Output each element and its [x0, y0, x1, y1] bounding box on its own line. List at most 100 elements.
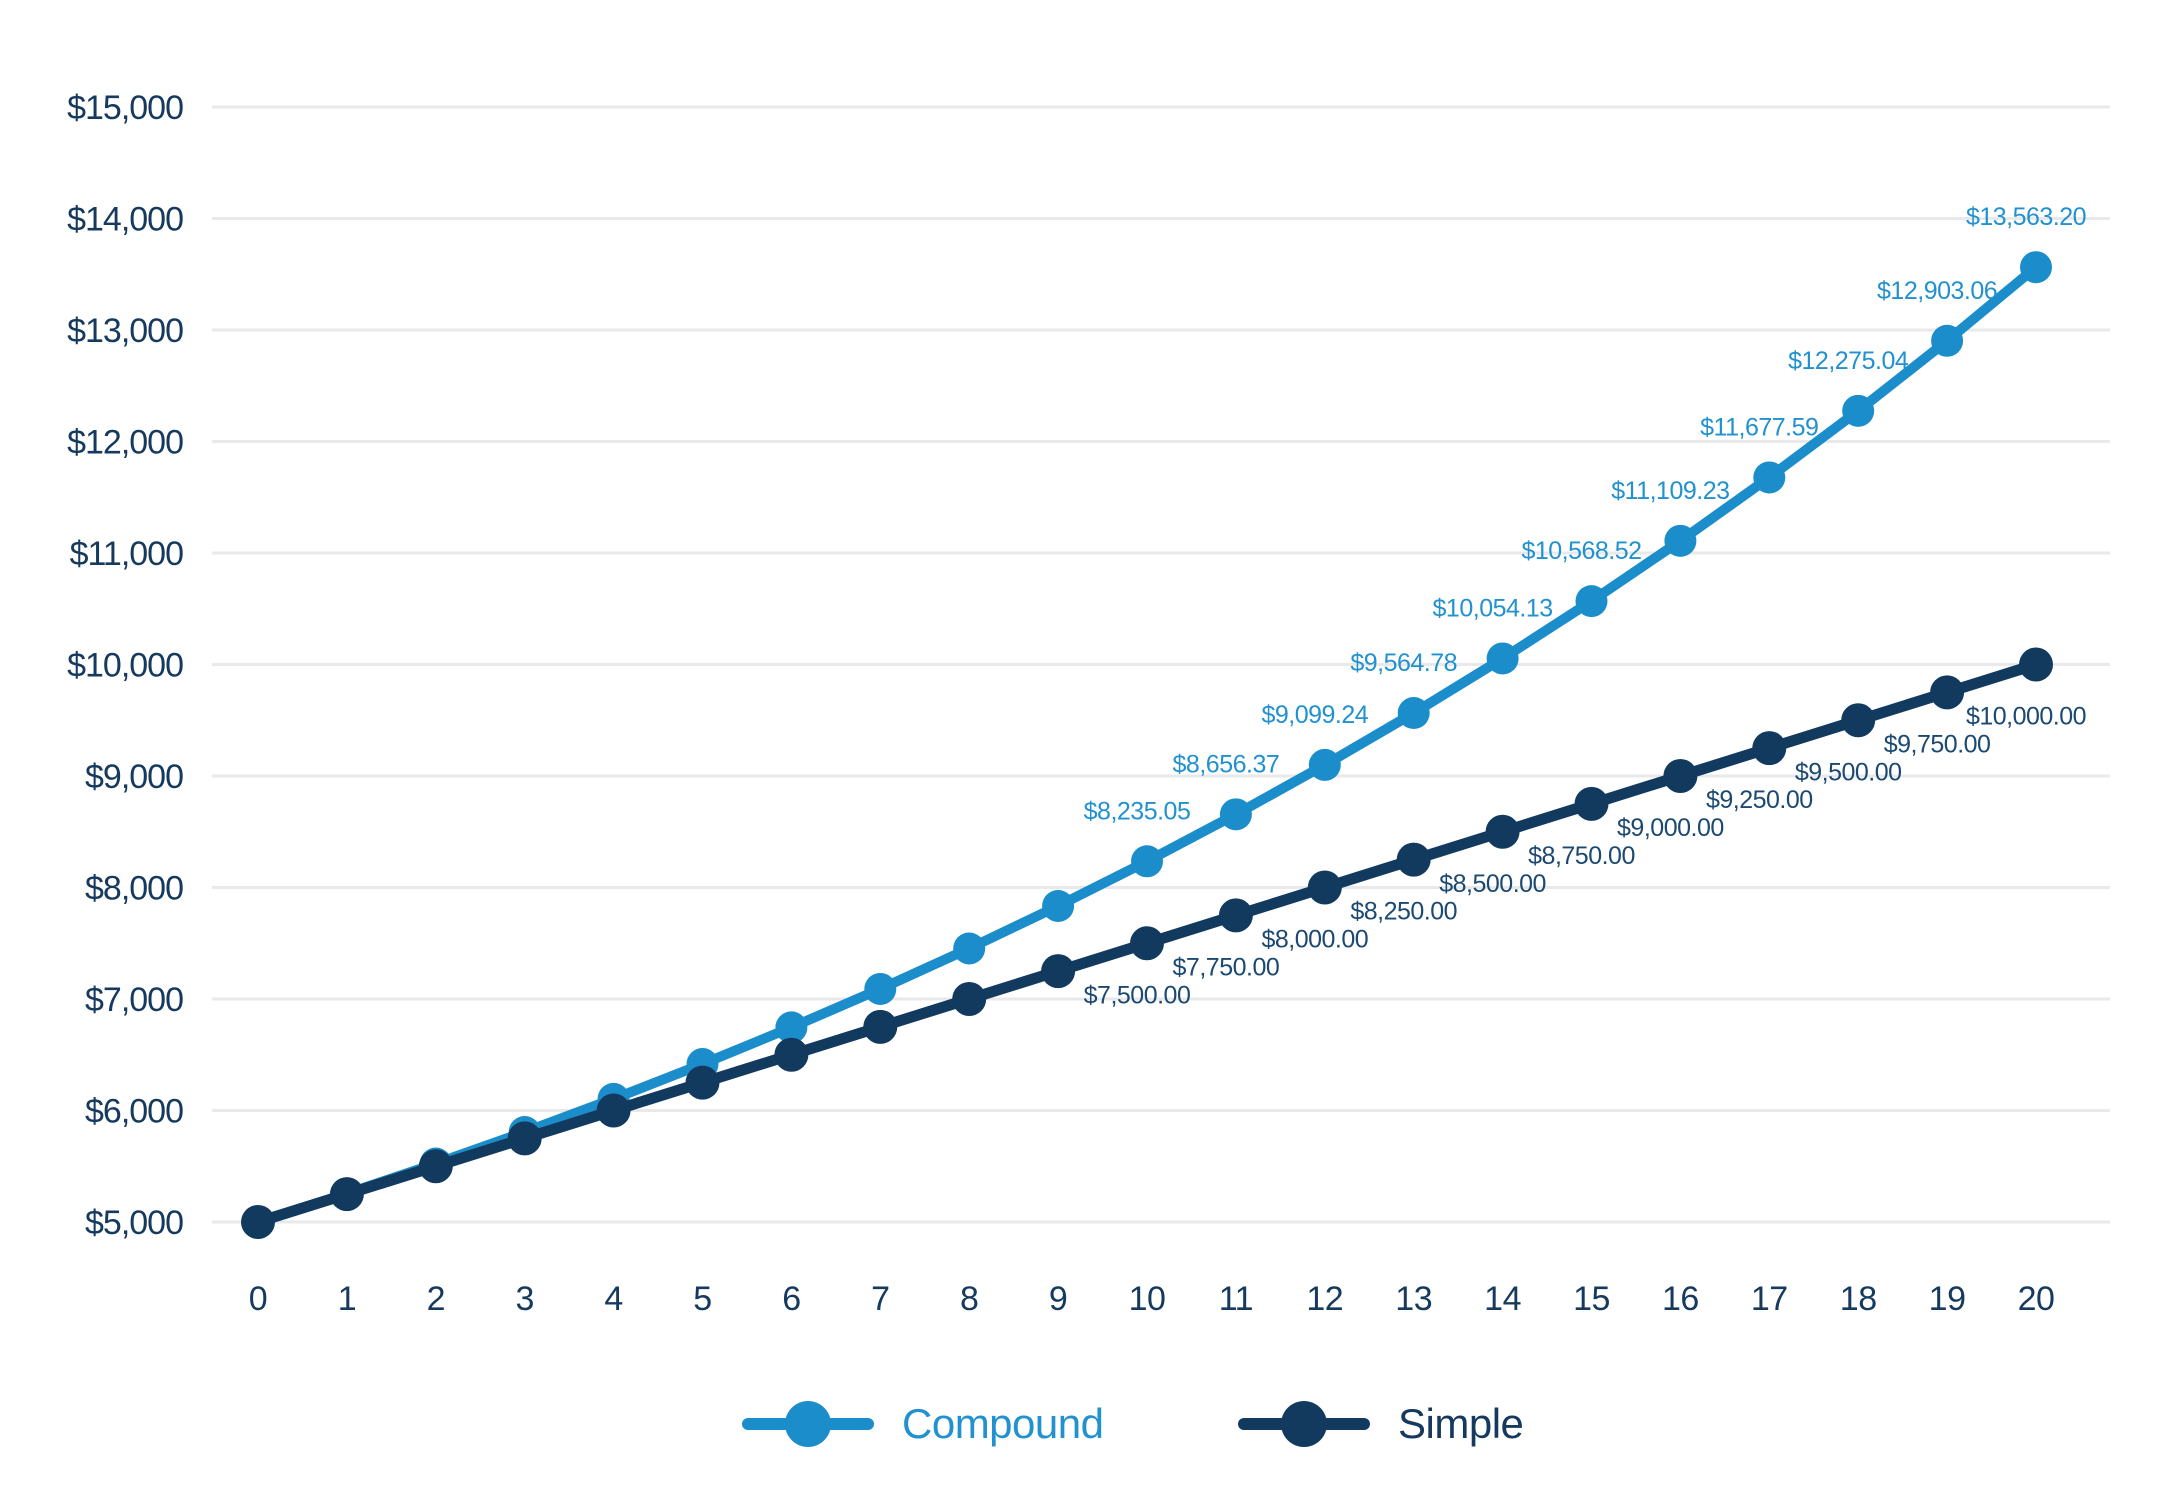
- compound-point-14: [1486, 642, 1519, 675]
- compound-point-11: [1219, 798, 1252, 831]
- simple-value-label-16: $9,000.00: [1617, 814, 1724, 842]
- compound-point-19: [1931, 324, 1964, 357]
- simple-point-13: [1396, 842, 1431, 877]
- simple-point-19: [1930, 675, 1965, 710]
- simple-value-label-18: $9,500.00: [1795, 758, 1902, 786]
- x-axis-label-7: 7: [871, 1280, 889, 1318]
- x-axis-label-14: 14: [1484, 1280, 1521, 1318]
- x-axis-label-5: 5: [693, 1280, 711, 1318]
- simple-value-label-14: $8,500.00: [1439, 870, 1546, 898]
- x-axis-label-13: 13: [1395, 1280, 1432, 1318]
- compound-value-label-19: $12,903.06: [1877, 277, 1997, 305]
- y-axis-label-14000: $14,000: [67, 201, 183, 239]
- compound-legend-dot-icon: [785, 1401, 831, 1447]
- simple-value-label-10: $7,500.00: [1084, 981, 1191, 1009]
- y-axis-label-12000: $12,000: [67, 424, 183, 462]
- x-axis-label-20: 20: [2018, 1280, 2055, 1318]
- y-axis-label-6000: $6,000: [85, 1093, 183, 1131]
- x-axis-label-15: 15: [1573, 1280, 1610, 1318]
- simple-point-20: [2019, 647, 2053, 682]
- y-axis-label-5000: $5,000: [85, 1204, 183, 1242]
- compound-value-label-12: $9,099.24: [1261, 701, 1368, 729]
- legend-item-simple: Simple: [1238, 1392, 1524, 1456]
- x-axis-label-19: 19: [1929, 1280, 1966, 1318]
- y-axis-label-8000: $8,000: [85, 870, 183, 908]
- simple-legend-line-icon: [1238, 1401, 1370, 1447]
- compound-point-15: [1575, 585, 1608, 618]
- compound-point-18: [1842, 394, 1875, 427]
- x-axis-label-11: 11: [1219, 1280, 1253, 1318]
- x-axis-label-18: 18: [1840, 1280, 1877, 1318]
- simple-point-17: [1752, 731, 1787, 766]
- compound-value-label-11: $8,656.37: [1173, 750, 1280, 778]
- simple-point-1: [329, 1177, 364, 1212]
- x-axis-label-0: 0: [249, 1280, 267, 1318]
- compound-point-9: [1042, 889, 1075, 922]
- compound-value-label-13: $9,564.78: [1350, 649, 1457, 677]
- simple-point-3: [507, 1121, 542, 1156]
- x-axis-label-2: 2: [427, 1280, 445, 1318]
- x-axis-label-17: 17: [1751, 1280, 1788, 1318]
- simple-point-15: [1574, 786, 1609, 821]
- simple-value-label-12: $8,000.00: [1261, 926, 1368, 954]
- simple-point-16: [1663, 759, 1698, 793]
- legend-item-compound: Compound: [742, 1392, 1104, 1456]
- legend: Compound Simple: [0, 1392, 2169, 1462]
- compound-legend-label: Compound: [902, 1400, 1104, 1447]
- y-axis-label-15000: $15,000: [67, 89, 183, 127]
- compound-value-label-14: $10,054.13: [1433, 594, 1553, 622]
- simple-point-7: [863, 1009, 898, 1044]
- simple-value-label-13: $8,250.00: [1350, 898, 1457, 926]
- simple-value-label-17: $9,250.00: [1706, 786, 1813, 814]
- simple-value-label-19: $9,750.00: [1884, 730, 1991, 758]
- compound-point-10: [1131, 845, 1163, 878]
- simple-point-2: [418, 1149, 453, 1184]
- simple-point-18: [1841, 703, 1876, 738]
- y-axis-label-7000: $7,000: [85, 981, 183, 1019]
- compound-value-label-16: $11,109.23: [1611, 477, 1729, 505]
- x-axis-label-8: 8: [960, 1280, 978, 1318]
- compound-point-6: [775, 1011, 808, 1044]
- compound-value-label-20: $13,563.20: [1966, 203, 2086, 231]
- compound-value-label-17: $11,677.59: [1700, 413, 1818, 441]
- x-axis-label-3: 3: [515, 1280, 533, 1318]
- x-axis-label-10: 10: [1129, 1280, 1166, 1318]
- simple-point-14: [1485, 814, 1520, 849]
- simple-legend-label: Simple: [1398, 1400, 1524, 1447]
- simple-point-0: [241, 1205, 275, 1239]
- compound-legend-line-icon: [742, 1401, 874, 1447]
- compound-point-7: [864, 972, 897, 1005]
- simple-point-5: [685, 1065, 720, 1100]
- compound-point-13: [1397, 697, 1430, 730]
- simple-point-8: [952, 982, 987, 1016]
- simple-point-4: [596, 1093, 631, 1128]
- y-axis-label-11000: $11,000: [70, 535, 183, 573]
- x-axis-label-6: 6: [782, 1280, 800, 1318]
- simple-point-12: [1307, 870, 1342, 905]
- compound-point-8: [953, 932, 986, 965]
- simple-legend-dot-icon: [1281, 1401, 1327, 1447]
- simple-point-11: [1218, 898, 1253, 933]
- simple-value-label-11: $7,750.00: [1173, 953, 1280, 981]
- compound-point-20: [2020, 251, 2052, 284]
- y-axis-label-9000: $9,000: [85, 758, 183, 796]
- x-axis-label-12: 12: [1306, 1280, 1343, 1318]
- x-axis-label-4: 4: [604, 1280, 622, 1318]
- compound-point-12: [1308, 748, 1341, 781]
- compound-point-16: [1664, 524, 1697, 557]
- y-axis-label-10000: $10,000: [67, 647, 183, 685]
- simple-point-10: [1130, 926, 1164, 961]
- compound-value-label-15: $10,568.52: [1521, 537, 1641, 565]
- compound-value-label-10: $8,235.05: [1084, 797, 1191, 825]
- x-axis-label-1: 1: [338, 1280, 356, 1318]
- compound-value-label-18: $12,275.04: [1788, 347, 1909, 375]
- compound-point-17: [1753, 461, 1786, 494]
- y-axis-label-13000: $13,000: [67, 312, 183, 350]
- simple-point-9: [1041, 954, 1076, 989]
- x-axis-label-9: 9: [1049, 1280, 1067, 1318]
- x-axis-label-16: 16: [1662, 1280, 1699, 1318]
- simple-value-label-20: $10,000.00: [1966, 703, 2086, 731]
- simple-point-6: [774, 1037, 809, 1072]
